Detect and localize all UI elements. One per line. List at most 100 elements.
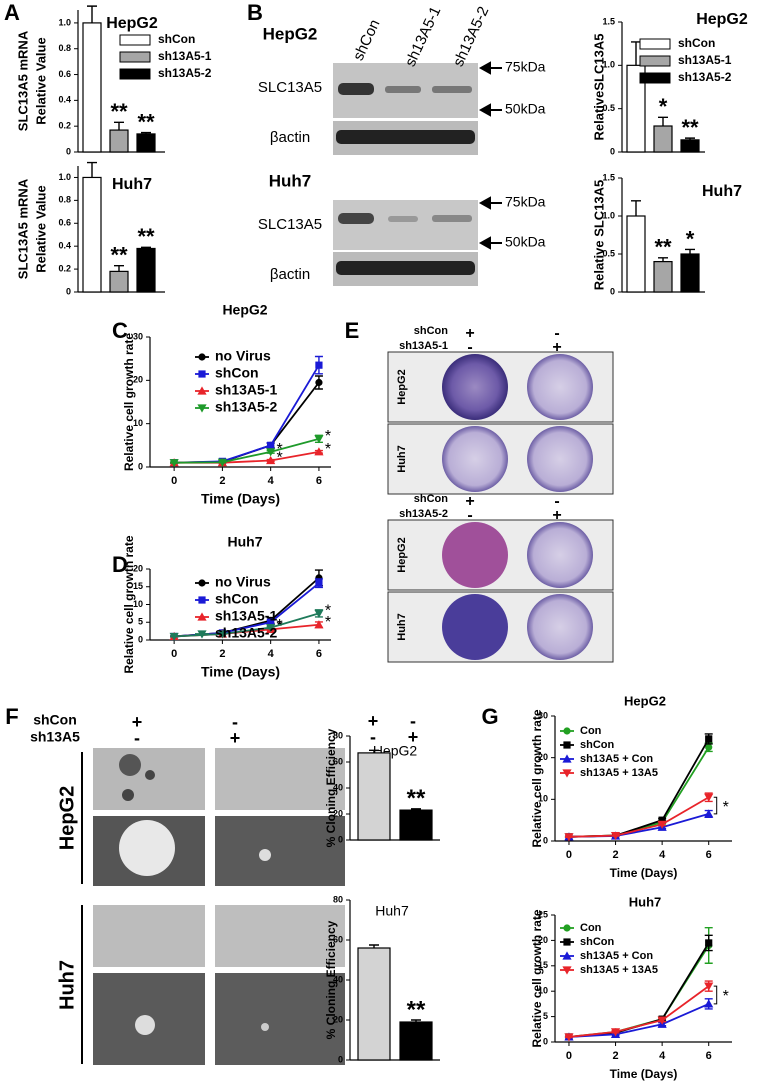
legend-swatch bbox=[639, 72, 671, 84]
error-bar bbox=[658, 257, 668, 262]
chart-title: Huh7 bbox=[375, 903, 409, 919]
marker bbox=[266, 448, 276, 457]
marker bbox=[315, 361, 323, 369]
y-tick-label: 10 bbox=[133, 599, 143, 609]
cell-line: HepG2 bbox=[263, 24, 318, 43]
significance: * bbox=[277, 450, 283, 467]
marker bbox=[563, 741, 571, 749]
x-tick-label: 2 bbox=[219, 475, 225, 487]
marker bbox=[704, 793, 714, 802]
condition-label: sh13A5 bbox=[30, 729, 80, 745]
legend-label: shCon bbox=[580, 936, 615, 948]
series-line bbox=[568, 813, 709, 838]
y-tick-label: 0.6 bbox=[58, 218, 71, 228]
error-bar bbox=[631, 41, 641, 66]
error-bar bbox=[658, 116, 668, 126]
significance: * bbox=[325, 441, 331, 458]
y-tick-label: 0.8 bbox=[58, 195, 71, 205]
legend-label: shCon bbox=[158, 32, 195, 46]
marker-label: 50kDa bbox=[505, 234, 546, 250]
condition-label: sh13A5-2 bbox=[399, 508, 448, 520]
x-tick-label: 6 bbox=[706, 849, 712, 861]
panel-letter: B bbox=[247, 0, 263, 25]
significance: ** bbox=[654, 235, 672, 260]
condition-label: shCon bbox=[414, 325, 449, 337]
y-tick-label: 0 bbox=[338, 834, 343, 844]
y-tick-label: 0.5 bbox=[602, 103, 615, 113]
significance: * bbox=[325, 603, 331, 620]
panel-letter: G bbox=[481, 704, 498, 729]
legend-label: sh13A5 + Con bbox=[580, 753, 653, 765]
marker bbox=[563, 924, 571, 932]
marker-label: 50kDa bbox=[505, 101, 546, 117]
bar bbox=[109, 129, 129, 153]
y-tick-label: 15 bbox=[538, 960, 548, 970]
y-tick-label: 5 bbox=[543, 1011, 548, 1021]
marker bbox=[267, 441, 275, 449]
y-tick-label: 0 bbox=[138, 461, 143, 471]
significance: * bbox=[659, 94, 668, 119]
y-tick-label: 30 bbox=[133, 331, 143, 341]
x-tick-label: 0 bbox=[171, 648, 177, 660]
y-axis-label: SLC13A5 mRNA bbox=[15, 30, 30, 131]
error-bar bbox=[369, 944, 379, 948]
y-axis-label: Relative Value bbox=[33, 185, 48, 272]
y-tick-label: 40 bbox=[333, 782, 343, 792]
legend-label: sh13A5-1 bbox=[678, 53, 732, 67]
bar bbox=[399, 809, 433, 841]
y-axis-label: Relative cell growth rate bbox=[122, 535, 136, 673]
legend-label: shCon bbox=[678, 36, 715, 50]
y-tick-label: 5 bbox=[138, 617, 143, 627]
y-tick-label: 20 bbox=[333, 808, 343, 818]
legend-swatch bbox=[119, 51, 151, 63]
error-bar bbox=[87, 161, 97, 178]
error-bar bbox=[685, 248, 695, 254]
sign: + bbox=[465, 493, 474, 510]
x-axis-label: Time (Days) bbox=[201, 664, 280, 680]
y-tick-label: 40 bbox=[333, 974, 343, 984]
marker bbox=[197, 386, 207, 395]
significance: ** bbox=[137, 224, 155, 249]
marker bbox=[705, 939, 713, 947]
y-axis-label: Relative SLC13A5 bbox=[591, 180, 606, 291]
significance: * bbox=[277, 441, 283, 458]
bar bbox=[136, 133, 156, 153]
y-tick-label: 80 bbox=[333, 894, 343, 904]
bar bbox=[357, 752, 391, 841]
marker bbox=[704, 982, 714, 991]
marker bbox=[610, 1028, 621, 1037]
marker bbox=[197, 630, 207, 639]
lane-label: sh13A5-1 bbox=[402, 4, 445, 69]
sign: - bbox=[232, 712, 238, 732]
cell-line: Huh7 bbox=[396, 445, 408, 473]
protein-label: βactin bbox=[270, 266, 310, 283]
y-tick-label: 80 bbox=[333, 730, 343, 740]
x-tick-label: 2 bbox=[612, 849, 618, 861]
marker bbox=[562, 951, 572, 960]
significance: ** bbox=[110, 99, 128, 124]
significance: * bbox=[325, 428, 331, 445]
y-tick-label: 0.2 bbox=[58, 121, 71, 131]
cell-line: Huh7 bbox=[56, 960, 78, 1010]
x-tick-label: 0 bbox=[566, 1050, 572, 1062]
marker bbox=[266, 623, 276, 633]
marker bbox=[315, 579, 323, 587]
marker bbox=[563, 727, 571, 735]
marker bbox=[564, 1033, 574, 1042]
bar bbox=[653, 125, 673, 153]
legend-label: sh13A5-2 bbox=[215, 625, 277, 641]
error-bar bbox=[631, 200, 641, 216]
bar bbox=[82, 22, 102, 153]
legend-label: sh13A5-1 bbox=[158, 49, 212, 63]
marker bbox=[657, 1016, 667, 1025]
marker bbox=[198, 596, 206, 604]
legend-label: sh13A5 + 13A5 bbox=[580, 964, 658, 976]
chart-title: HepG2 bbox=[106, 15, 158, 32]
error-bar bbox=[114, 121, 124, 131]
legend-label: shCon bbox=[215, 365, 259, 381]
chart-title: Huh7 bbox=[629, 894, 662, 909]
marker bbox=[610, 831, 621, 841]
y-tick-label: 0 bbox=[543, 835, 548, 845]
legend-label: shCon bbox=[215, 591, 259, 607]
